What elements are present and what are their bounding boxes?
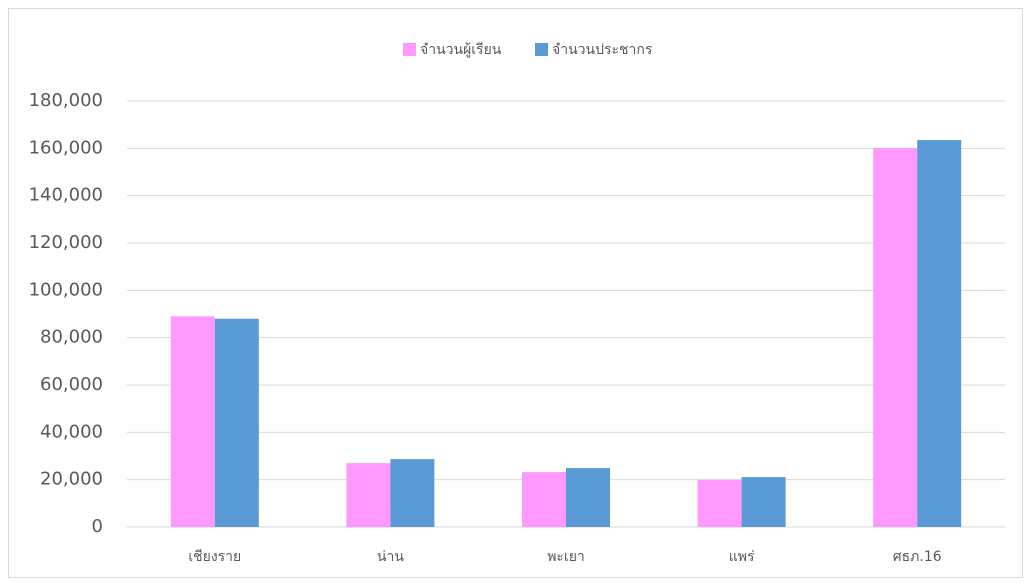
y-tick-label: 80,000 bbox=[40, 327, 103, 348]
y-tick-label: 140,000 bbox=[29, 185, 103, 206]
bar bbox=[390, 459, 435, 527]
x-tick-label: น่าน bbox=[377, 549, 404, 565]
bar bbox=[170, 316, 215, 527]
legend-swatch bbox=[403, 43, 416, 56]
bar bbox=[522, 472, 566, 527]
x-tick-label: แพร่ bbox=[729, 549, 755, 565]
y-tick-label: 100,000 bbox=[29, 279, 103, 300]
y-tick-label: 20,000 bbox=[40, 469, 103, 490]
bar bbox=[346, 463, 391, 527]
legend-label: จำนวนผู้เรียน bbox=[420, 42, 502, 58]
bar bbox=[917, 140, 962, 528]
x-tick-label: ศธภ.16 bbox=[893, 549, 942, 565]
bar bbox=[566, 468, 610, 527]
bar bbox=[741, 477, 786, 527]
y-tick-label: 40,000 bbox=[40, 421, 103, 442]
bar bbox=[697, 479, 742, 527]
legend-swatch bbox=[535, 43, 548, 56]
y-tick-label: 120,000 bbox=[29, 232, 103, 253]
x-tick-label: พะเยา bbox=[547, 549, 585, 565]
y-tick-label: 180,000 bbox=[29, 90, 103, 111]
legend-label: จำนวนประชากร bbox=[552, 42, 653, 58]
x-tick-label: เชียงราย bbox=[188, 549, 241, 565]
y-tick-label: 60,000 bbox=[40, 374, 103, 395]
bar bbox=[873, 148, 918, 527]
y-tick-label: 0 bbox=[92, 516, 103, 537]
chart-border bbox=[8, 8, 1023, 578]
y-tick-label: 160,000 bbox=[29, 137, 103, 158]
bar bbox=[214, 318, 259, 527]
